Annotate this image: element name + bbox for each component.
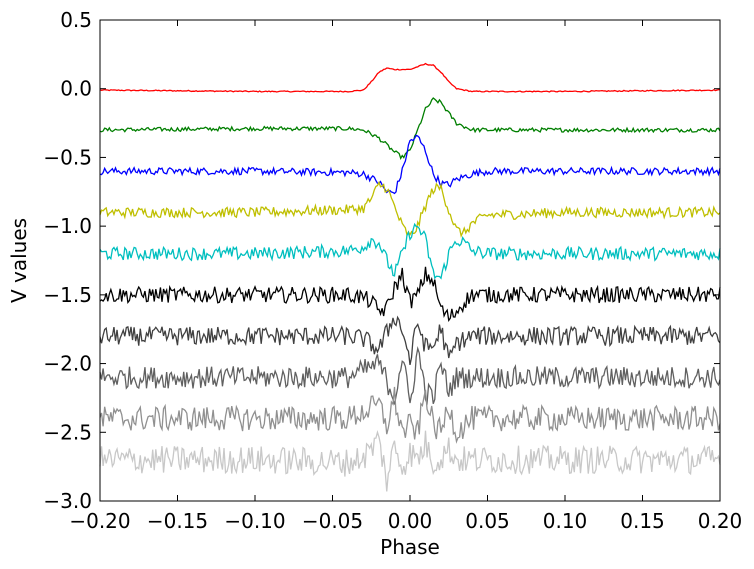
x-tick-label: 0.15 bbox=[620, 509, 665, 533]
y-tick-label: −2.5 bbox=[43, 420, 92, 444]
x-tick-label: 0.20 bbox=[698, 509, 743, 533]
series-line-5 bbox=[99, 222, 721, 280]
series-line-10 bbox=[99, 430, 721, 492]
plot-frame bbox=[99, 19, 721, 502]
y-tick-label: −1.5 bbox=[43, 283, 92, 307]
series-line-3 bbox=[99, 134, 721, 195]
series-line-8 bbox=[99, 345, 721, 406]
x-tick-label: 0.00 bbox=[388, 509, 433, 533]
x-axis-label: Phase bbox=[380, 535, 440, 559]
y-tick-label: −0.5 bbox=[43, 145, 92, 169]
y-tick-label: −2.0 bbox=[43, 352, 92, 376]
series-line-7 bbox=[99, 315, 721, 366]
x-tick-label: −0.10 bbox=[224, 509, 285, 533]
x-tick-label: −0.05 bbox=[302, 509, 363, 533]
y-tick-label: 0.0 bbox=[60, 77, 92, 101]
series-line-4 bbox=[99, 180, 721, 238]
series-line-2 bbox=[99, 97, 721, 160]
series-line-1 bbox=[99, 62, 721, 93]
y-tick-label: 0.5 bbox=[60, 8, 92, 32]
x-tick-label: 0.05 bbox=[465, 509, 510, 533]
x-tick-label: −0.15 bbox=[147, 509, 208, 533]
y-axis-label: V values bbox=[7, 218, 31, 303]
series-line-9 bbox=[99, 386, 721, 444]
x-tick-label: −0.20 bbox=[69, 509, 130, 533]
y-tick-label: −3.0 bbox=[43, 489, 92, 513]
series-line-6 bbox=[99, 266, 721, 322]
x-tick-label: 0.10 bbox=[543, 509, 588, 533]
ticks-layer: −0.20 −0.15 −0.10 −0.05 0.00 0.05 0.10 0.15 0.20… bbox=[43, 8, 742, 533]
y-tick-label: −1.0 bbox=[43, 214, 92, 238]
series-layer bbox=[99, 62, 721, 492]
